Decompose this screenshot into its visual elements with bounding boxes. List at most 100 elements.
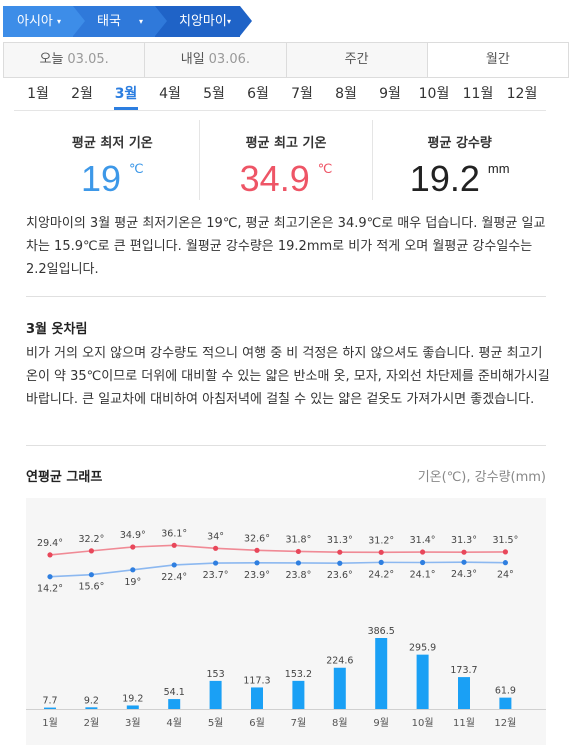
breadcrumb-arrow xyxy=(73,6,85,36)
stat-max-temp: 평균 최고 기온 34.9 ℃ xyxy=(200,120,374,200)
breadcrumb-city[interactable]: 치앙마이 ▾ xyxy=(155,6,252,37)
stat-rainfall-value: 19.2 xyxy=(409,158,480,199)
x-tick-label: 2월 xyxy=(84,717,100,729)
min-temp-point xyxy=(213,560,219,566)
stat-min-temp-unit: ℃ xyxy=(129,161,144,176)
divider xyxy=(26,296,546,297)
max-temp-point xyxy=(461,549,467,555)
x-tick-label: 5월 xyxy=(208,717,224,729)
rainfall-label: 61.9 xyxy=(495,686,516,697)
min-temp-point xyxy=(295,560,301,566)
rainfall-label: 54.1 xyxy=(164,687,185,698)
stat-min-temp-value: 19 xyxy=(81,158,122,199)
max-temp-label: 31.3° xyxy=(451,535,477,546)
x-tick-label: 7월 xyxy=(291,717,307,729)
tab-today[interactable]: 오늘 03.05. xyxy=(4,43,146,77)
max-temp-label: 32.2° xyxy=(78,534,104,545)
min-temp-label: 19° xyxy=(124,577,141,588)
max-temp-point xyxy=(378,549,384,555)
rainfall-bar xyxy=(333,667,346,709)
month-tab-12[interactable]: 12월 xyxy=(506,86,538,102)
month-tab-1[interactable]: 1월 xyxy=(27,86,49,102)
breadcrumb-continent[interactable]: 아시아 ▾ xyxy=(3,6,85,37)
month-tab-11[interactable]: 11월 xyxy=(462,86,494,102)
tab-tomorrow-date: 03.06. xyxy=(208,52,251,67)
min-temp-label: 24.2° xyxy=(368,569,394,580)
max-temp-label: 32.6° xyxy=(244,533,270,544)
x-tick-label: 9월 xyxy=(373,717,389,729)
min-temp-point xyxy=(337,560,343,566)
max-temp-point xyxy=(295,548,301,555)
month-tab-2[interactable]: 2월 xyxy=(71,86,93,102)
breadcrumb-country-label: 태국 xyxy=(97,14,121,29)
rainfall-bar xyxy=(44,707,56,709)
tab-monthly-label: 월간 xyxy=(485,52,510,67)
rainfall-bar xyxy=(292,680,305,709)
divider xyxy=(26,445,546,446)
max-temp-point xyxy=(213,545,219,551)
rainfall-label: 386.5 xyxy=(368,626,395,637)
min-temp-point xyxy=(254,560,260,566)
x-tick-label: 11월 xyxy=(453,717,475,729)
rainfall-bar xyxy=(209,680,222,709)
max-temp-label: 36.1° xyxy=(161,528,187,539)
rainfall-label: 295.9 xyxy=(409,643,436,654)
min-temp-point xyxy=(502,560,508,566)
stat-rainfall: 평균 강수량 19.2 mm xyxy=(373,120,546,200)
month-tab-4[interactable]: 4월 xyxy=(159,86,181,102)
graph-unit-label: 기온(℃), 강수량(mm) xyxy=(417,470,546,485)
min-temp-label: 24.3° xyxy=(451,569,477,580)
stat-rainfall-value-row: 19.2 mm xyxy=(373,157,546,209)
min-temp-label: 15.6° xyxy=(78,582,104,593)
stat-min-temp: 평균 최저 기온 19 ℃ xyxy=(26,120,200,200)
max-temp-point xyxy=(337,549,343,555)
tab-weekly[interactable]: 주간 xyxy=(286,43,428,77)
max-temp-label: 29.4° xyxy=(37,538,63,549)
month-tabs-divider xyxy=(14,110,546,111)
month-tab-5[interactable]: 5월 xyxy=(203,86,225,102)
x-tick-label: 1월 xyxy=(42,717,58,729)
min-temp-label: 14.2° xyxy=(37,584,63,595)
x-tick-label: 8월 xyxy=(332,717,348,729)
x-tick-label: 4월 xyxy=(166,717,182,729)
month-tab-3[interactable]: 3월 xyxy=(106,84,146,110)
month-tab-6[interactable]: 6월 xyxy=(247,86,269,102)
rainfall-label: 19.2 xyxy=(122,693,143,704)
max-temp-label: 31.8° xyxy=(285,534,311,545)
stat-min-temp-value-row: 19 ℃ xyxy=(26,157,199,209)
rainfall-bar xyxy=(126,705,139,709)
max-temp-point xyxy=(171,542,177,548)
stat-max-temp-unit: ℃ xyxy=(317,161,333,176)
max-temp-label: 34° xyxy=(207,531,224,542)
breadcrumb: 아시아 ▾ 태국 ▾ 치앙마이 ▾ xyxy=(0,0,572,41)
tab-monthly[interactable]: 월간 xyxy=(427,43,568,77)
min-temp-label: 22.4° xyxy=(161,572,187,583)
chevron-down-icon: ▾ xyxy=(227,17,232,26)
month-tab-10[interactable]: 10월 xyxy=(418,86,450,102)
max-temp-point xyxy=(88,548,94,554)
clothing-advice: 비가 거의 오지 않으며 강수량도 적으니 여행 중 비 걱정은 하지 않으셔도… xyxy=(26,346,550,407)
stat-max-temp-value-row: 34.9 ℃ xyxy=(200,157,373,209)
month-tab-7[interactable]: 7월 xyxy=(291,86,313,102)
graph-title: 연평균 그래프 xyxy=(26,470,103,485)
tab-weekly-label: 주간 xyxy=(344,52,369,67)
breadcrumb-arrow xyxy=(155,6,167,36)
min-temp-point xyxy=(171,562,177,568)
month-tab-8[interactable]: 8월 xyxy=(335,86,357,102)
min-temp-label: 23.7° xyxy=(203,570,229,581)
tab-tomorrow[interactable]: 내일 03.06. xyxy=(145,43,287,77)
breadcrumb-country[interactable]: 태국 ▾ xyxy=(73,6,167,37)
rainfall-label: 153.2 xyxy=(285,669,312,680)
clothing-title: 3월 옷차림 xyxy=(26,322,88,337)
annual-chart: 29.4° 14.2° 7.7 1월 32.2° 15.6° 9.2 2월 34.9° 19° 19… xyxy=(26,498,546,745)
rainfall-bar xyxy=(375,638,388,709)
month-tab-9[interactable]: 9월 xyxy=(379,86,401,102)
min-temp-point xyxy=(420,559,426,566)
breadcrumb-city-label: 치앙마이 xyxy=(179,14,227,29)
stat-max-temp-label: 평균 최고 기온 xyxy=(245,136,327,151)
min-temp-label: 23.6° xyxy=(327,570,353,581)
stat-min-temp-label: 평균 최저 기온 xyxy=(71,136,153,151)
max-temp-label: 31.4° xyxy=(410,535,436,546)
tab-today-label: 오늘 xyxy=(39,52,64,67)
monthly-stats: 평균 최저 기온 19 ℃ 평균 최고 기온 34.9 ℃ 평균 강수량 19.2 m… xyxy=(26,120,546,200)
